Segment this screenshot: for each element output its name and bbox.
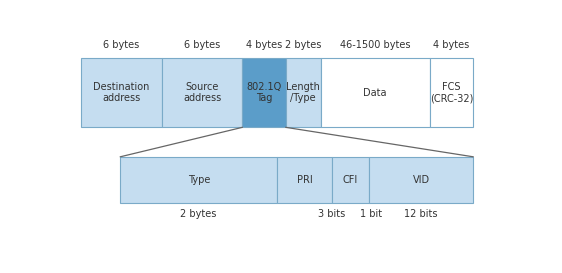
Text: 6 bytes: 6 bytes (103, 40, 139, 50)
Text: 2 bytes: 2 bytes (180, 209, 217, 219)
Text: PRI: PRI (297, 175, 312, 185)
Bar (429, 58, 473, 127)
Bar (81, 58, 162, 127)
Bar (277, 157, 332, 203)
Text: 46-1500 bytes: 46-1500 bytes (340, 40, 410, 50)
Bar (162, 58, 242, 127)
Text: Destination
address: Destination address (93, 82, 149, 103)
Text: 3 bits: 3 bits (319, 209, 346, 219)
Bar (321, 58, 429, 127)
Text: 4 bytes: 4 bytes (433, 40, 469, 50)
Text: 2 bytes: 2 bytes (285, 40, 321, 50)
Bar (120, 157, 277, 203)
Text: 12 bits: 12 bits (404, 209, 438, 219)
Text: Source
address: Source address (183, 82, 221, 103)
Bar (242, 58, 286, 127)
Text: CFI: CFI (343, 175, 358, 185)
Bar (286, 58, 321, 127)
Text: 6 bytes: 6 bytes (184, 40, 220, 50)
Bar (332, 157, 369, 203)
Text: 4 bytes: 4 bytes (246, 40, 282, 50)
Text: FCS
(CRC-32): FCS (CRC-32) (430, 82, 473, 103)
Text: Length
/Type: Length /Type (286, 82, 320, 103)
Bar (369, 157, 473, 203)
Text: 1 bit: 1 bit (360, 209, 382, 219)
Text: 802.1Q
Tag: 802.1Q Tag (247, 82, 282, 103)
Text: Type: Type (188, 175, 210, 185)
Text: Data: Data (364, 88, 387, 98)
Text: VID: VID (413, 175, 430, 185)
